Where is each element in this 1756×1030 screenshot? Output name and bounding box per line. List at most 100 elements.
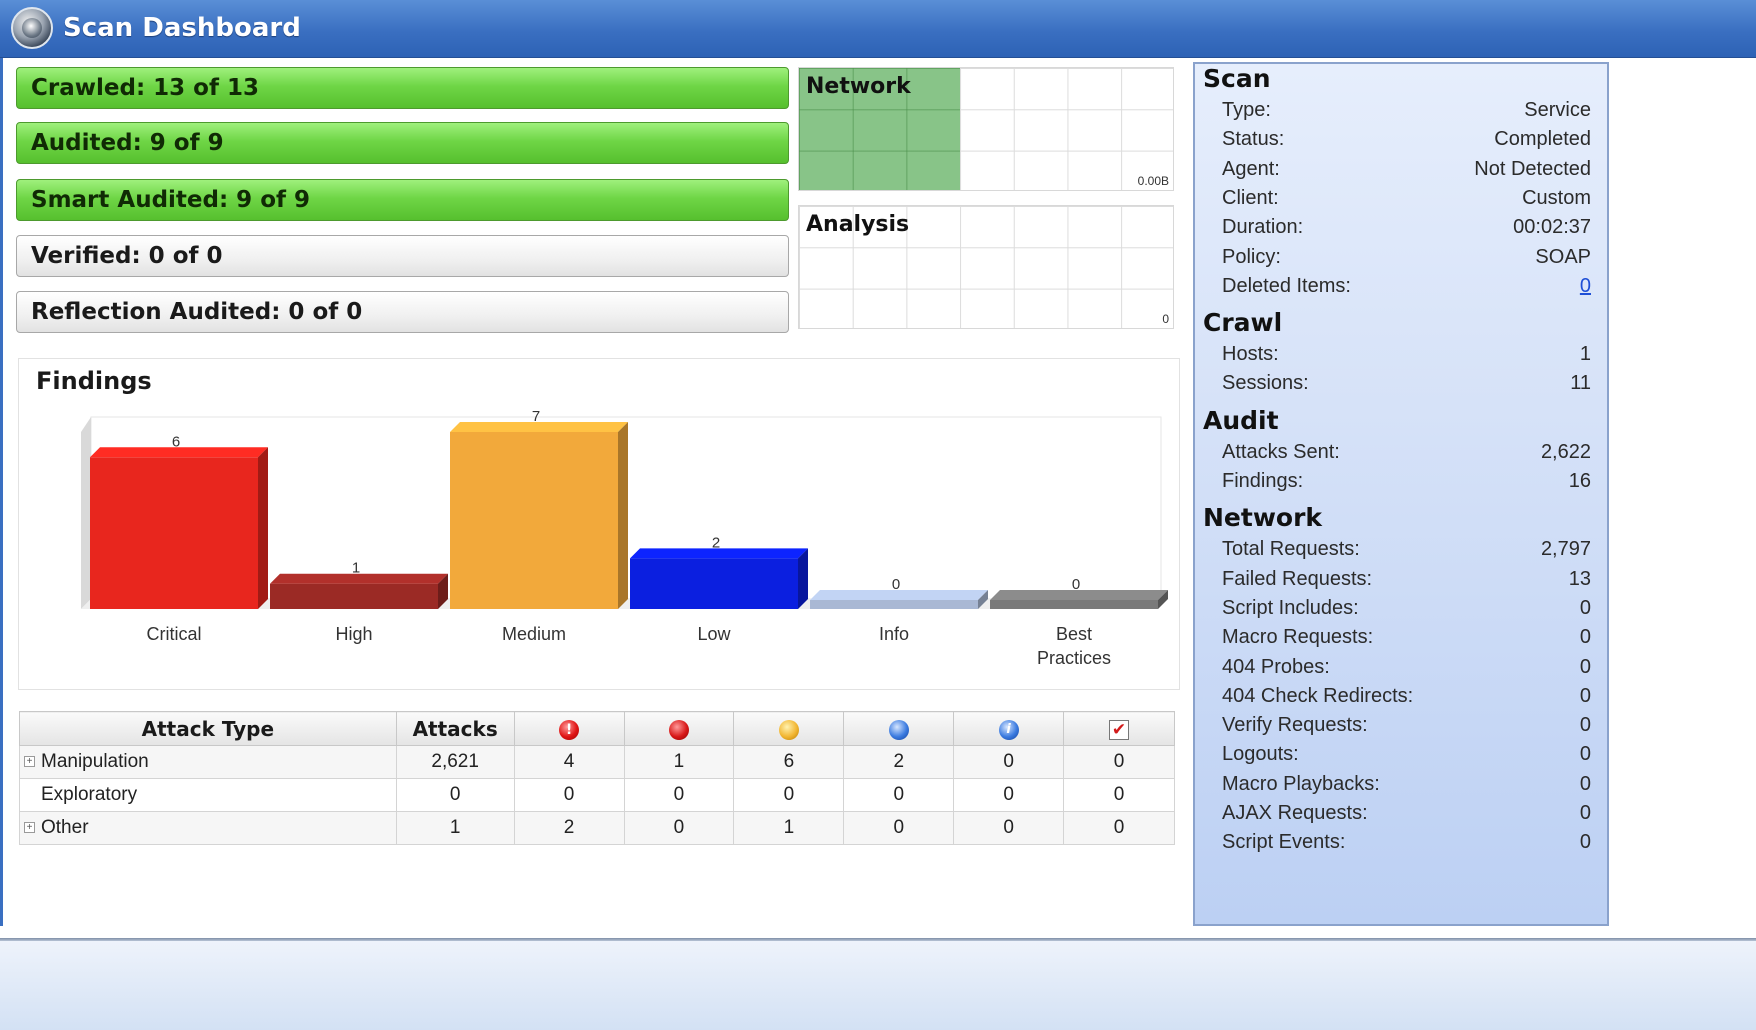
bar-value-label: 0 — [892, 576, 900, 593]
network-stat-row: Logouts: 0 — [1222, 743, 1591, 771]
medium-count-cell: 6 — [733, 745, 845, 779]
high-icon — [668, 720, 689, 740]
network-chart-title: Network — [806, 74, 911, 99]
critical-count-cell: 0 — [513, 778, 625, 812]
attack-type-header[interactable]: Attack Type — [19, 711, 397, 746]
bar-side-high — [438, 573, 448, 609]
scan-stat-row: Status: Completed — [1222, 128, 1591, 156]
stat-label: Script Includes: — [1222, 596, 1359, 619]
bar-top-low — [630, 548, 808, 559]
best-practice-count-cell: 0 — [1063, 745, 1175, 779]
bar-value-label: 1 — [352, 560, 360, 577]
analysis-activity-chart: Analysis 0 — [798, 205, 1174, 329]
findings-title: Findings — [36, 367, 152, 395]
status-separator — [0, 938, 1756, 941]
stat-value: 2,797 — [1540, 538, 1591, 561]
table-row[interactable]: + Manipulation 2,621 4 1 6 2 0 0 — [19, 745, 1175, 779]
medium-icon — [778, 720, 799, 740]
stat-value: Completed — [1494, 128, 1591, 151]
crawled-progress-bar: Crawled: 13 of 13 — [16, 67, 789, 109]
bar-info[interactable] — [810, 600, 978, 609]
bar-side-info — [978, 590, 988, 609]
attack-type-name: Exploratory — [41, 784, 138, 805]
info-count-cell: 0 — [953, 778, 1065, 812]
attacks-count-cell: 1 — [395, 811, 515, 845]
high-header[interactable] — [623, 711, 735, 746]
info-header[interactable]: i — [953, 711, 1065, 746]
table-row[interactable]: Exploratory 0 0 0 0 0 0 0 — [19, 778, 1175, 812]
category-label: High — [335, 624, 372, 644]
medium-header[interactable] — [733, 711, 845, 746]
low-count-cell: 0 — [843, 778, 955, 812]
bar-side-medium — [618, 422, 628, 609]
bar-top-critical — [90, 447, 268, 458]
best-practice-header[interactable]: ✔ — [1063, 711, 1175, 746]
category-label: Best — [1056, 624, 1092, 644]
crawl-section-title: Crawl — [1203, 308, 1283, 338]
bar-value-label: 2 — [712, 534, 720, 551]
stat-value: 0 — [1579, 596, 1591, 619]
category-label: Info — [879, 624, 909, 644]
stat-label: Verify Requests: — [1222, 714, 1368, 737]
stat-label: Agent: — [1222, 157, 1280, 180]
high-count-cell: 0 — [623, 778, 735, 812]
bar-top-best-practices — [990, 590, 1168, 600]
table-row[interactable]: + Other 1 2 0 1 0 0 0 — [19, 811, 1175, 845]
crawl-stat-row: Hosts: 1 — [1222, 343, 1591, 371]
stat-value: 0 — [1579, 684, 1591, 707]
network-stat-row: Verify Requests: 0 — [1222, 714, 1591, 742]
stat-value: 0 — [1579, 802, 1591, 824]
low-header[interactable] — [843, 711, 955, 746]
stat-value: 16 — [1568, 470, 1591, 492]
bar-low[interactable] — [630, 558, 798, 609]
chart-side-wall — [81, 417, 91, 609]
deleted-items-link[interactable]: 0 — [1579, 274, 1591, 297]
audit-stat-row: Findings: 16 — [1222, 470, 1591, 498]
stat-label: Hosts: — [1222, 343, 1279, 366]
bar-critical[interactable] — [90, 457, 258, 609]
expand-row-icon[interactable]: + — [24, 756, 35, 768]
expand-row-icon[interactable]: + — [24, 822, 35, 834]
bar-best-practices[interactable] — [990, 600, 1158, 609]
stat-label: 404 Probes: — [1222, 655, 1330, 678]
stat-value: 1 — [1579, 343, 1591, 366]
attacks-header[interactable]: Attacks — [395, 711, 515, 746]
bar-value-label: 0 — [1072, 576, 1080, 593]
scan-stat-row: Type: Service — [1222, 99, 1591, 127]
smart-audited-progress-bar: Smart Audited: 9 of 9 — [16, 179, 789, 221]
stat-value: Custom — [1522, 186, 1591, 209]
attack-type-cell: + Manipulation — [19, 745, 397, 779]
bar-medium[interactable] — [450, 432, 618, 609]
bar-top-high — [270, 573, 448, 584]
stat-label: Deleted Items: — [1222, 274, 1351, 297]
stat-label: Policy: — [1222, 245, 1281, 268]
audit-section-title: Audit — [1203, 405, 1279, 435]
bar-top-medium — [450, 422, 628, 432]
stat-value: 2,622 — [1540, 440, 1591, 463]
critical-count-cell: 2 — [513, 811, 625, 845]
network-stat-row: Macro Requests: 0 — [1222, 626, 1591, 654]
bar-high[interactable] — [270, 583, 438, 609]
stat-value: 0 — [1579, 714, 1591, 737]
network-section-title: Network — [1203, 503, 1323, 533]
info-count-cell: 0 — [953, 811, 1065, 845]
table-header-row: Attack Type Attacks ! i ✔ — [19, 711, 1175, 746]
attack-type-name: Manipulation — [41, 751, 149, 772]
stat-value: 13 — [1568, 567, 1591, 590]
bar-top-info — [810, 590, 988, 600]
network-stat-row: Failed Requests: 13 — [1222, 568, 1591, 596]
network-stat-row: 404 Check Redirects: 0 — [1222, 685, 1591, 713]
best-practice-count-cell: 0 — [1063, 778, 1175, 812]
stat-label: Macro Requests: — [1222, 626, 1374, 649]
scan-stat-row: Deleted Items: 0 — [1222, 275, 1591, 303]
attacks-count-cell: 0 — [395, 778, 515, 812]
stat-label: Status: — [1222, 128, 1285, 151]
bar-value-label: 6 — [172, 433, 180, 450]
critical-header[interactable]: ! — [513, 711, 625, 746]
crawl-stat-row: Sessions: 11 — [1222, 372, 1591, 400]
info-icon: i — [998, 720, 1019, 740]
category-label: Medium — [502, 624, 566, 644]
stat-value: 0 — [1579, 626, 1591, 649]
best-practice-icon: ✔ — [1109, 720, 1130, 740]
stat-value: 00:02:37 — [1513, 216, 1591, 239]
